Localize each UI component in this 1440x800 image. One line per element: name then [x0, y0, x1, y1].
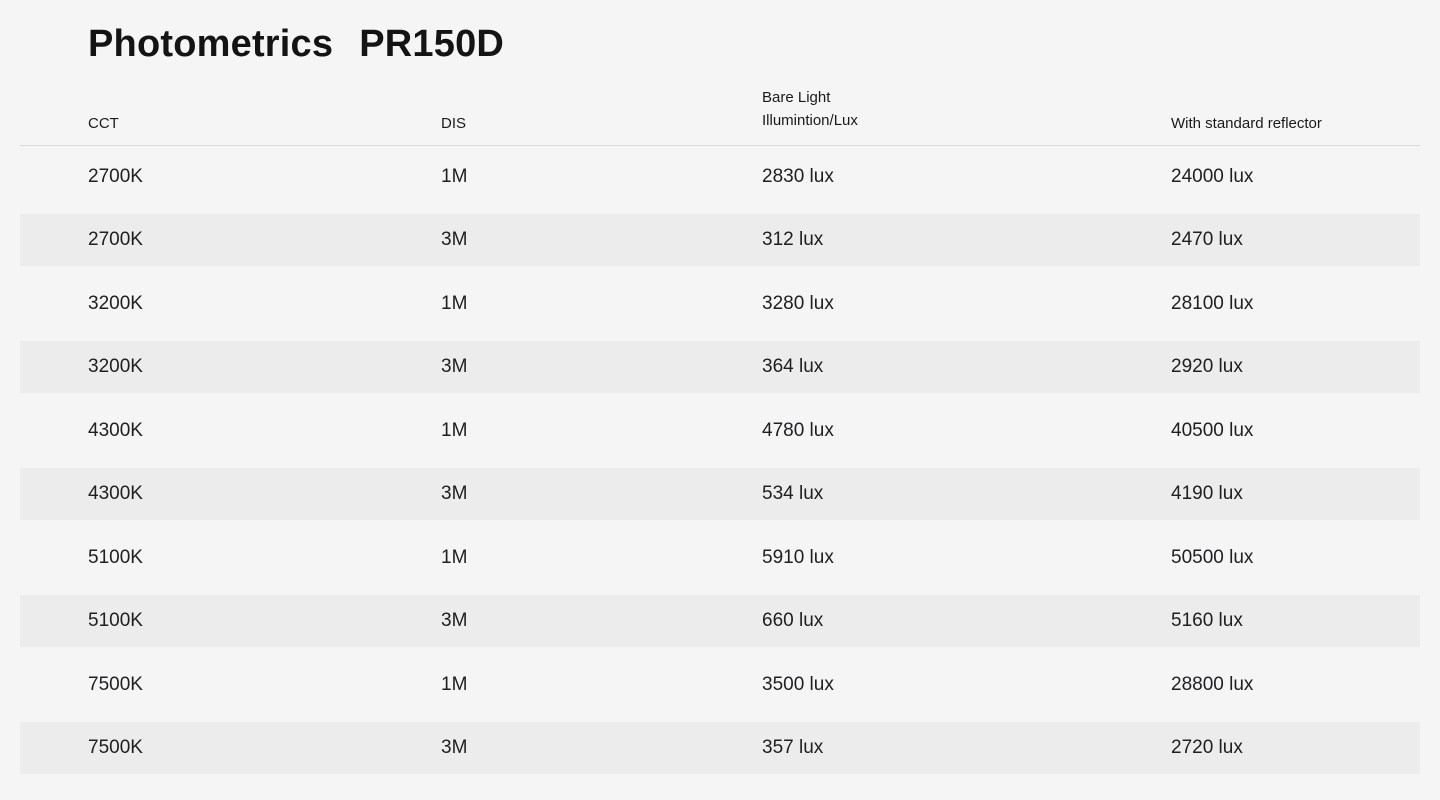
table-row: 4300K 1M 4780 lux 40500 lux — [20, 400, 1420, 464]
cell-reflector: 2720 lux — [1171, 736, 1243, 758]
table-row: 5100K 3M 660 lux 5160 lux — [20, 590, 1420, 654]
cell-reflector: 28100 lux — [1171, 293, 1254, 315]
cell-bare-light: 534 lux — [762, 482, 824, 504]
cell-cct: 7500K — [88, 674, 143, 696]
table-row: 5100K 1M 5910 lux 50500 lux — [20, 527, 1420, 591]
cell-dis: 3M — [441, 355, 468, 377]
cell-dis: 1M — [441, 547, 468, 569]
cell-cct: 3200K — [88, 355, 143, 377]
cell-reflector: 2920 lux — [1171, 355, 1243, 377]
column-header-bare-light-line1: Bare Light — [762, 88, 831, 106]
column-header-bare-light-line2: Illumintion/Lux — [762, 111, 858, 129]
table-row: 2700K 1M 2830 lux 24000 lux — [20, 146, 1420, 210]
table-row: 3200K 3M 364 lux 2920 lux — [20, 336, 1420, 400]
cell-dis: 3M — [441, 609, 468, 631]
table-row: 3200K 1M 3280 lux 28100 lux — [20, 273, 1420, 337]
cell-bare-light: 3500 lux — [762, 674, 834, 696]
cell-cct: 4300K — [88, 420, 143, 442]
cell-cct: 2700K — [88, 166, 143, 188]
cell-bare-light: 660 lux — [762, 609, 824, 631]
cell-reflector: 24000 lux — [1171, 166, 1254, 188]
column-header-bare-light: Bare Light Illumintion/Lux — [762, 86, 1171, 132]
cell-bare-light: 2830 lux — [762, 166, 834, 188]
cell-reflector: 2470 lux — [1171, 228, 1243, 250]
table-row: 2700K 3M 312 lux 2470 lux — [20, 209, 1420, 273]
cell-reflector: 4190 lux — [1171, 482, 1243, 504]
cell-dis: 3M — [441, 736, 468, 758]
column-header-cct: CCT — [88, 114, 119, 132]
cell-dis: 3M — [441, 482, 468, 504]
table-row: 7500K 3M 357 lux 2720 lux — [20, 717, 1420, 781]
table-row: 4300K 3M 534 lux 4190 lux — [20, 463, 1420, 527]
cell-reflector: 50500 lux — [1171, 547, 1254, 569]
cell-bare-light: 364 lux — [762, 355, 824, 377]
cell-dis: 1M — [441, 166, 468, 188]
cell-dis: 3M — [441, 228, 468, 250]
cell-bare-light: 357 lux — [762, 736, 824, 758]
page-title: Photometrics PR150D — [88, 22, 1440, 68]
cell-bare-light: 312 lux — [762, 228, 824, 250]
cell-bare-light: 5910 lux — [762, 547, 834, 569]
cell-cct: 5100K — [88, 609, 143, 631]
table-header-row: CCT DIS Bare Light Illumintion/Lux With … — [20, 68, 1420, 146]
cell-reflector: 40500 lux — [1171, 420, 1254, 442]
cell-reflector: 28800 lux — [1171, 674, 1254, 696]
cell-cct: 7500K — [88, 736, 143, 758]
cell-cct: 4300K — [88, 482, 143, 504]
cell-cct: 3200K — [88, 293, 143, 315]
page-title-product: Photometrics — [88, 23, 334, 65]
cell-bare-light: 4780 lux — [762, 420, 834, 442]
column-header-reflector: With standard reflector — [1171, 114, 1322, 132]
photometrics-table: CCT DIS Bare Light Illumintion/Lux With … — [20, 68, 1420, 781]
table-row: 7500K 1M 3500 lux 28800 lux — [20, 654, 1420, 718]
cell-bare-light: 3280 lux — [762, 293, 834, 315]
cell-dis: 1M — [441, 420, 468, 442]
cell-dis: 1M — [441, 293, 468, 315]
cell-dis: 1M — [441, 674, 468, 696]
cell-cct: 5100K — [88, 547, 143, 569]
cell-reflector: 5160 lux — [1171, 609, 1243, 631]
page-title-model: PR150D — [359, 23, 505, 65]
cell-cct: 2700K — [88, 228, 143, 250]
column-header-dis: DIS — [441, 114, 467, 132]
